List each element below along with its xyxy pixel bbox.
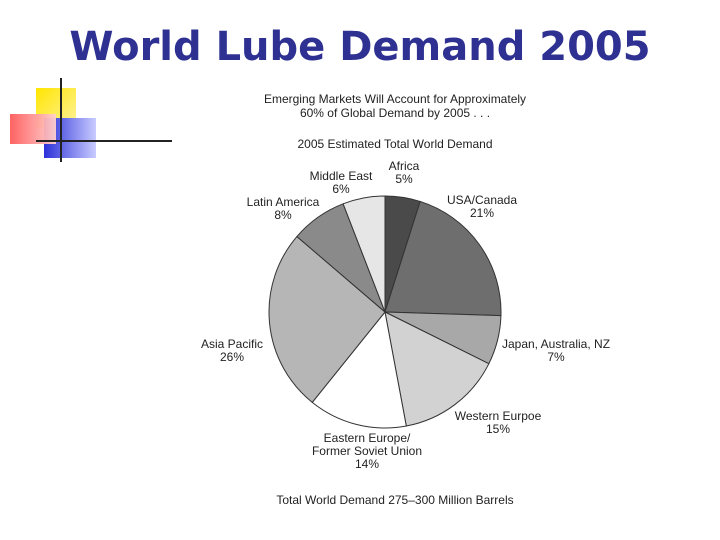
slice-value-label: 8%	[274, 208, 292, 222]
slice-label: USA/Canada	[447, 193, 517, 207]
slice-value-label: 15%	[486, 422, 510, 436]
slice-value-label: 26%	[220, 350, 244, 364]
slice-label: Japan, Australia, NZ	[502, 337, 610, 351]
slice-value-label: 7%	[547, 350, 565, 364]
slice-value-label: 21%	[470, 206, 494, 220]
slice-value-label: 6%	[332, 182, 350, 196]
decor-vertical-line	[60, 78, 62, 162]
slice-label: Former Soviet Union	[312, 444, 422, 458]
decor-red-square	[10, 114, 56, 144]
intro-line-1: Emerging Markets Will Account for Approx…	[263, 92, 527, 106]
decor-horizontal-line	[36, 140, 172, 142]
slice-label: Africa	[389, 159, 420, 173]
slice-label: Eastern Europe/	[324, 431, 411, 445]
slice-label: Asia Pacific	[201, 337, 263, 351]
slice-value-label: 14%	[355, 457, 379, 471]
slide-title: World Lube Demand 2005	[69, 24, 651, 70]
pie-slice	[384, 311, 490, 427]
slice-label: Latin America	[247, 195, 320, 209]
chart-title: 2005 Estimated Total World Demand	[297, 137, 493, 151]
pie-slice	[384, 200, 502, 317]
slice-label: Middle East	[310, 169, 373, 183]
pie-slice	[311, 310, 407, 429]
intro-line-2: 60% of Global Demand by 2005 . . .	[299, 106, 491, 120]
chart-footer: Total World Demand 275–300 Million Barre…	[276, 493, 514, 507]
pie-slice	[342, 195, 386, 313]
slice-label: Western Eurpoe	[455, 409, 542, 423]
pie-slice	[268, 235, 386, 404]
slice-value-label: 5%	[395, 172, 413, 186]
